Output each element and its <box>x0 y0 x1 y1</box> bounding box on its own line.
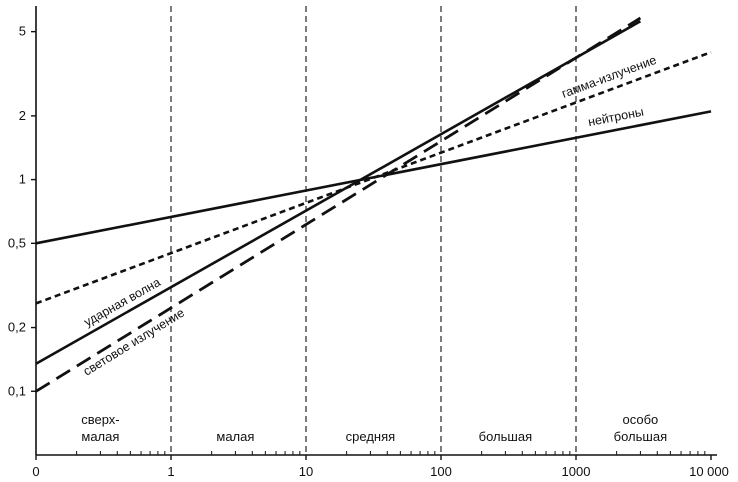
x-tick-label: 100 <box>430 464 452 479</box>
series-line-световое-излучение <box>35 16 642 393</box>
y-tick-label: 0,1 <box>8 383 26 398</box>
zone-label: большая <box>479 429 532 444</box>
x-tick-label: 1 <box>167 464 174 479</box>
zone-label: большая <box>614 429 667 444</box>
zone-boundaries <box>170 6 577 455</box>
axes <box>31 6 717 460</box>
x-tick-label: 0 <box>32 464 39 479</box>
zone-labels: сверх-малая малая средняя большая особо больш… <box>81 412 667 444</box>
zone-label: малая <box>81 429 119 444</box>
series-lines <box>35 16 712 393</box>
zone-label: сверх- <box>81 412 119 427</box>
zone-label: особо <box>623 412 659 427</box>
y-tick-label: 0,5 <box>8 235 26 250</box>
y-tick-label: 2 <box>19 108 26 123</box>
zone-label: малая <box>216 429 254 444</box>
x-tick-label: 10 000 <box>689 464 729 479</box>
x-tick-label: 1000 <box>562 464 591 479</box>
y-tick-label: 5 <box>19 24 26 39</box>
zone-label: средняя <box>346 429 396 444</box>
x-tick-label: 10 <box>299 464 313 479</box>
series-line-ударная-волна <box>35 20 642 365</box>
tick-labels: 0,1 0,2 0,5 1 2 5 0 1 10 100 1000 10 000 <box>8 24 729 479</box>
y-tick-label: 1 <box>19 172 26 187</box>
series-line-нейтроны <box>35 110 712 245</box>
y-tick-label: 0,2 <box>8 320 26 335</box>
